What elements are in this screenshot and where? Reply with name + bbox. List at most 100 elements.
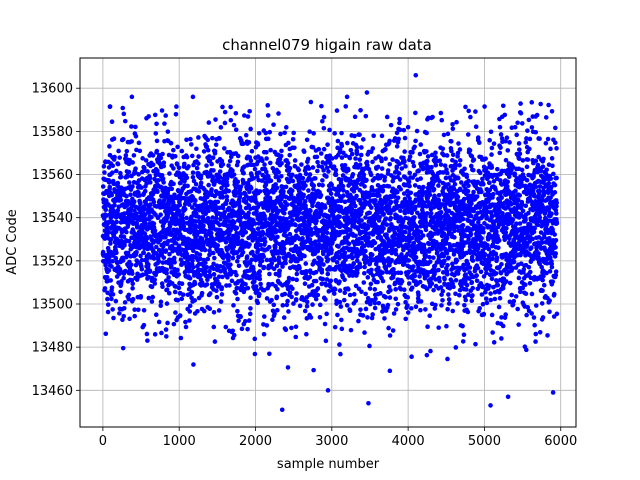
data-point bbox=[325, 271, 331, 277]
data-point bbox=[249, 148, 255, 154]
data-point bbox=[339, 130, 344, 136]
data-point bbox=[278, 153, 284, 159]
data-point bbox=[256, 130, 262, 136]
data-point bbox=[102, 286, 108, 291]
data-point bbox=[352, 114, 358, 120]
data-point bbox=[131, 199, 137, 204]
data-point bbox=[198, 272, 203, 278]
data-point bbox=[339, 317, 344, 323]
data-point bbox=[139, 257, 145, 263]
data-point bbox=[212, 148, 218, 154]
data-point bbox=[290, 172, 295, 178]
data-point bbox=[182, 161, 187, 167]
chart-title: channel079 higain raw data bbox=[222, 36, 432, 54]
data-point bbox=[294, 277, 299, 283]
data-point bbox=[217, 136, 222, 141]
data-point bbox=[108, 241, 113, 246]
data-point bbox=[171, 147, 176, 153]
data-point bbox=[292, 145, 297, 151]
data-point bbox=[366, 235, 371, 240]
data-point bbox=[359, 289, 364, 295]
data-point bbox=[453, 345, 459, 350]
data-point bbox=[338, 177, 344, 183]
data-point bbox=[360, 313, 366, 318]
data-point bbox=[454, 258, 460, 263]
data-point bbox=[280, 264, 285, 269]
data-point bbox=[173, 111, 179, 117]
data-point bbox=[353, 298, 359, 304]
data-point bbox=[431, 186, 437, 192]
data-point bbox=[480, 301, 486, 307]
data-point bbox=[220, 104, 225, 110]
data-point bbox=[357, 132, 362, 137]
data-point bbox=[151, 224, 157, 230]
data-point bbox=[151, 199, 157, 205]
data-point bbox=[154, 121, 159, 127]
data-point bbox=[113, 298, 119, 304]
data-point bbox=[140, 272, 146, 277]
data-point bbox=[152, 228, 158, 233]
data-point bbox=[436, 325, 442, 330]
data-point bbox=[317, 302, 323, 308]
data-point bbox=[235, 179, 241, 185]
data-point bbox=[117, 311, 122, 316]
data-point bbox=[109, 119, 115, 125]
data-point bbox=[101, 164, 107, 169]
data-point bbox=[252, 166, 258, 172]
data-point bbox=[112, 202, 117, 208]
data-point bbox=[348, 327, 354, 333]
data-point bbox=[275, 234, 280, 240]
data-point bbox=[287, 152, 293, 158]
data-point bbox=[411, 264, 416, 269]
data-point bbox=[215, 243, 221, 248]
data-point bbox=[112, 154, 117, 160]
data-point bbox=[204, 265, 210, 270]
data-point bbox=[446, 292, 451, 297]
data-point bbox=[226, 188, 232, 194]
data-point bbox=[215, 199, 221, 205]
data-point bbox=[132, 307, 137, 312]
data-point bbox=[418, 299, 424, 304]
data-point bbox=[321, 262, 326, 267]
data-point bbox=[386, 325, 391, 331]
data-point bbox=[103, 207, 109, 212]
data-point bbox=[138, 293, 144, 299]
data-point bbox=[110, 163, 116, 169]
data-point bbox=[306, 166, 312, 171]
data-point bbox=[321, 114, 327, 120]
data-point bbox=[265, 113, 271, 118]
data-point bbox=[152, 281, 158, 286]
data-point bbox=[372, 240, 378, 246]
data-point bbox=[463, 297, 469, 303]
data-point bbox=[377, 193, 382, 198]
data-point bbox=[477, 306, 482, 311]
data-point bbox=[342, 163, 348, 168]
data-point bbox=[311, 131, 316, 136]
data-point bbox=[477, 140, 482, 146]
data-point bbox=[222, 120, 228, 126]
data-point bbox=[283, 125, 289, 130]
data-point bbox=[370, 273, 376, 278]
data-point bbox=[120, 345, 126, 351]
data-point bbox=[474, 278, 480, 284]
data-point bbox=[226, 253, 232, 259]
data-point bbox=[163, 327, 169, 332]
data-point bbox=[408, 190, 414, 196]
data-point bbox=[402, 149, 407, 154]
data-point bbox=[195, 308, 200, 314]
data-point bbox=[130, 221, 136, 226]
data-point bbox=[223, 239, 229, 245]
data-point bbox=[167, 224, 173, 229]
data-point bbox=[176, 165, 182, 171]
data-point bbox=[142, 212, 148, 218]
data-point bbox=[462, 166, 467, 172]
data-point bbox=[102, 170, 107, 175]
data-point bbox=[450, 152, 456, 158]
data-point bbox=[267, 129, 273, 135]
data-point bbox=[152, 112, 158, 118]
data-point bbox=[264, 150, 269, 155]
data-point bbox=[456, 141, 461, 146]
data-point bbox=[289, 188, 295, 194]
data-point bbox=[292, 158, 298, 163]
